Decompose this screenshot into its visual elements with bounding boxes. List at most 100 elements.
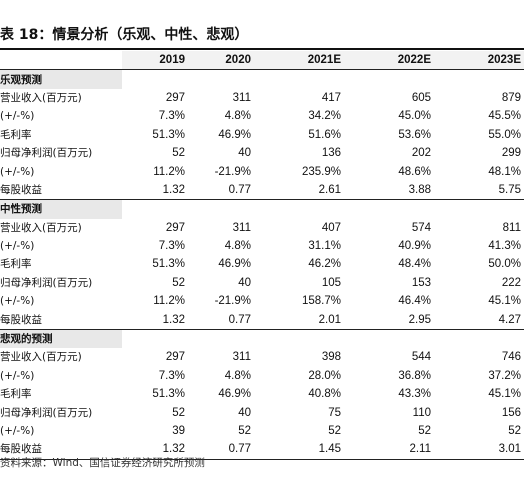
row-label: (+/-%) xyxy=(0,425,35,437)
table-row: (+/-%) 11.2% -21.9% 158.7% 46.4% 45.1% xyxy=(0,292,524,310)
header-cell-2022e: 2022E xyxy=(344,51,434,71)
value-cell: 51.3% xyxy=(152,128,185,141)
row-label: (+/-%) xyxy=(0,110,35,123)
table-row: (+/-%) 39 52 52 52 52 xyxy=(0,422,524,440)
value-cell: 39 xyxy=(172,425,185,437)
value-cell: 52 xyxy=(172,147,185,160)
value-cell: 1.32 xyxy=(122,180,188,201)
value-cell: 297 xyxy=(165,91,185,104)
value-cell: 4.8% xyxy=(224,240,251,253)
table-row: 营业收入(百万元) 297 311 398 544 746 xyxy=(0,348,524,366)
value-cell: -21.9% xyxy=(214,165,251,178)
row-label: (+/-%) xyxy=(0,295,35,308)
row-label: 归母净利润(百万元) xyxy=(0,406,93,419)
value-cell: 2.01 xyxy=(254,310,344,330)
value-cell: 52 xyxy=(328,425,341,437)
row-label: 每股收益 xyxy=(0,440,122,460)
value-cell: 51.3% xyxy=(152,388,185,401)
value-cell: -21.9% xyxy=(214,295,251,308)
section-header-row: 中性预测 xyxy=(0,199,524,219)
section-header-row: 悲观的预测 xyxy=(0,329,524,349)
value-cell: 4.8% xyxy=(224,369,251,382)
value-cell: 40 xyxy=(238,276,251,289)
source-note: 资料来源：Wind、国信证券经济研究所预测 xyxy=(0,457,205,469)
value-cell: 46.2% xyxy=(308,258,341,271)
value-cell: 52 xyxy=(172,276,185,289)
table-row: 归母净利润(百万元) 52 40 136 202 299 xyxy=(0,144,524,162)
value-cell: 417 xyxy=(321,91,341,104)
value-cell: 11.2% xyxy=(153,295,185,308)
value-cell: 1.32 xyxy=(122,440,188,460)
value-cell: 46.9% xyxy=(218,128,251,141)
table-row: (+/-%) 7.3% 4.8% 34.2% 45.0% 45.5% xyxy=(0,107,524,125)
value-cell: 45.1% xyxy=(488,388,521,401)
table-row: 每股收益 1.32 0.77 2.01 2.95 4.27 xyxy=(0,310,524,330)
row-label: 毛利率 xyxy=(0,388,32,401)
section-title: 悲观的预测 xyxy=(0,329,122,349)
value-cell: 311 xyxy=(232,91,251,104)
value-cell: 574 xyxy=(411,221,431,234)
value-cell: 51.3% xyxy=(152,258,185,271)
value-cell: 4.27 xyxy=(434,310,524,330)
header-cell-2019: 2019 xyxy=(122,51,188,71)
value-cell: 41.3% xyxy=(488,240,521,253)
value-cell: 297 xyxy=(165,221,185,234)
row-label: (+/-%) xyxy=(0,165,35,178)
value-cell: 11.2% xyxy=(153,165,185,178)
value-cell: 544 xyxy=(411,351,431,364)
value-cell: 52 xyxy=(238,425,251,437)
header-cell-2020: 2020 xyxy=(188,51,254,71)
value-cell: 7.3% xyxy=(158,240,185,253)
value-cell: 2.11 xyxy=(344,440,434,460)
table-top-rule xyxy=(0,48,524,50)
value-cell: 3.01 xyxy=(434,440,524,460)
row-label: 每股收益 xyxy=(0,310,122,330)
value-cell: 40.8% xyxy=(308,388,341,401)
value-cell: 407 xyxy=(321,221,341,234)
value-cell: 40 xyxy=(238,406,251,419)
row-label: 毛利率 xyxy=(0,258,32,271)
value-cell: 52 xyxy=(172,406,185,419)
value-cell: 45.5% xyxy=(488,110,521,123)
value-cell: 5.75 xyxy=(434,180,524,201)
row-label: 营业收入(百万元) xyxy=(0,221,82,234)
value-cell: 53.6% xyxy=(398,128,431,141)
value-cell: 46.9% xyxy=(218,388,251,401)
value-cell: 4.8% xyxy=(224,110,251,123)
row-label: (+/-%) xyxy=(0,369,35,382)
value-cell: 1.32 xyxy=(122,310,188,330)
value-cell: 48.6% xyxy=(398,165,431,178)
value-cell: 153 xyxy=(411,276,431,289)
table-row: 营业收入(百万元) 297 311 417 605 879 xyxy=(0,89,524,107)
value-cell: 2.95 xyxy=(344,310,434,330)
table-row: 毛利率 51.3% 46.9% 46.2% 48.4% 50.0% xyxy=(0,255,524,273)
row-label: 营业收入(百万元) xyxy=(0,91,82,104)
value-cell: 40 xyxy=(238,147,251,160)
section-blank-cell xyxy=(122,199,524,219)
table-caption: 表 18：情景分析（乐观、中性、悲观） xyxy=(0,27,249,43)
value-cell: 311 xyxy=(232,221,251,234)
value-cell: 50.0% xyxy=(488,258,521,271)
table-row: 毛利率 51.3% 46.9% 51.6% 53.6% 55.0% xyxy=(0,126,524,144)
value-cell: 46.4% xyxy=(398,295,431,308)
value-cell: 43.3% xyxy=(398,388,431,401)
value-cell: 3.88 xyxy=(344,180,434,201)
section-title: 乐观预测 xyxy=(0,69,122,89)
value-cell: 51.6% xyxy=(308,128,341,141)
table-row: 每股收益 1.32 0.77 2.61 3.88 5.75 xyxy=(0,180,524,201)
value-cell: 36.8% xyxy=(398,369,431,382)
value-cell: 311 xyxy=(232,351,251,364)
value-cell: 297 xyxy=(165,351,185,364)
value-cell: 136 xyxy=(321,147,341,160)
value-cell: 48.4% xyxy=(398,258,431,271)
table-row: 归母净利润(百万元) 52 40 105 153 222 xyxy=(0,274,524,292)
row-label: 归母净利润(百万元) xyxy=(0,276,93,289)
value-cell: 158.7% xyxy=(301,295,341,308)
value-cell: 2.61 xyxy=(254,180,344,201)
table-body: 乐观预测 营业收入(百万元) 297 311 417 605 879 (+/-%) 7.3% 4.… xyxy=(0,69,524,460)
table-row: 归母净利润(百万元) 52 40 75 110 156 xyxy=(0,403,524,421)
section-blank-cell xyxy=(122,329,524,349)
row-label: 每股收益 xyxy=(0,180,122,201)
value-cell: 45.1% xyxy=(488,295,521,308)
table-row: 每股收益 1.32 0.77 1.45 2.11 3.01 xyxy=(0,440,524,460)
